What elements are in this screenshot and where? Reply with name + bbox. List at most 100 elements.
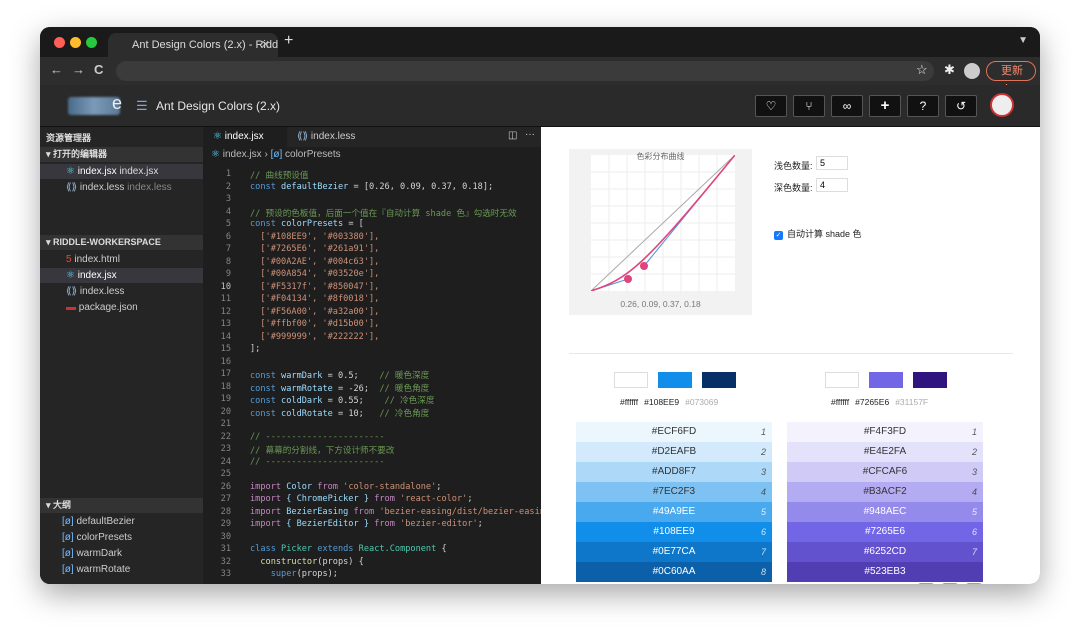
code-token: ['#999999', '#222222'], [250, 331, 380, 342]
code-token: (props); [296, 569, 338, 579]
color-swatch[interactable] [614, 372, 648, 388]
file-item[interactable]: ⚛ index.jsx [40, 268, 203, 283]
resize-icon[interactable]: ↔ [1011, 583, 1021, 584]
light-count-input[interactable] [816, 156, 848, 170]
outline-item[interactable]: [ø] warmDark [62, 548, 123, 559]
fork-button[interactable]: ⑂ [793, 95, 825, 117]
page-title: Ant Design Colors (2.x) [156, 99, 281, 113]
dark-count-input[interactable] [816, 178, 848, 192]
workspace-section[interactable]: ▾ RIDDLE-WORKERSPACE [40, 235, 203, 250]
close-button[interactable]: ✕ [941, 583, 959, 584]
forward-icon[interactable]: → [72, 62, 85, 77]
outline-item[interactable]: [ø] colorPresets [62, 532, 133, 543]
palette-cell[interactable]: #0E77CA 7 [576, 542, 772, 562]
user-avatar[interactable] [990, 93, 1014, 117]
file-item[interactable]: 5 index.html [66, 254, 120, 265]
palette-cell[interactable]: #ECF6FD 1 [576, 422, 772, 442]
code-area[interactable]: 1 // 曲线预设值 2 const defaultBezier = [0.26, 0… [203, 167, 541, 584]
color-swatch[interactable] [702, 372, 736, 388]
code-token: 'bezier-easing/dist/bezier-easin [379, 506, 541, 517]
menu-icon[interactable]: ☰ [136, 98, 148, 113]
open-editor-item[interactable]: ⟪⟫ index.less index.less [66, 182, 172, 193]
plus-icon: + [880, 97, 890, 114]
riddle-logo[interactable] [68, 97, 120, 115]
update-button[interactable]: 更新 ⋮ [986, 61, 1036, 95]
curve-canvas[interactable] [590, 154, 736, 292]
bookmark-star-icon[interactable]: ☆ [916, 62, 928, 77]
color-swatch[interactable] [825, 372, 859, 388]
auto-shade-checkbox[interactable]: ✓ 自动计算 shade 色 [774, 229, 862, 240]
palette-cell[interactable]: #ADD8F7 3 [576, 462, 772, 482]
code-token: import [250, 506, 287, 517]
open-editor-item[interactable]: ⚛ index.jsx index.jsx [40, 164, 203, 179]
palette-cell[interactable]: #D2EAFB 2 [576, 442, 772, 462]
code-line: import Color from 'color-standalone'; [250, 482, 441, 492]
outline-item[interactable]: [ø] warmRotate [62, 564, 131, 575]
browser-tab[interactable]: Ant Design Colors (2.x) - Riddl… ✕ [108, 33, 278, 57]
history-button[interactable]: ↺ [945, 95, 977, 117]
code-token: ['#F56A00', '#a32a00'], [250, 306, 380, 317]
palette-cell[interactable]: #0C60AA 8 [576, 562, 772, 582]
new-tab-icon[interactable]: + [284, 32, 294, 49]
control-point-2[interactable] [640, 262, 648, 270]
app-header: e ☰ Ant Design Colors (2.x) ♡ ⑂ ∞ + ? ↺ [40, 85, 1040, 127]
tab-menu-icon[interactable]: ▼ [1018, 35, 1028, 46]
like-button[interactable]: ♡ [755, 95, 787, 117]
file-item[interactable]: ▬ package.json [66, 302, 138, 313]
palette-cell[interactable]: #B3ACF2 4 [787, 482, 983, 502]
color-swatch[interactable] [658, 372, 692, 388]
palette-cell[interactable]: #523EB3 [787, 562, 983, 582]
reload-icon[interactable]: C [94, 62, 104, 77]
palette-cell[interactable]: #CFCAF6 3 [787, 462, 983, 482]
palette-cell[interactable]: #49A9EE 5 [576, 502, 772, 522]
zoom-window-button[interactable] [86, 37, 97, 48]
bezier-editor[interactable]: 色彩分布曲线 0.26, 0.09, 0.37, 0.18 [569, 149, 752, 315]
address-input[interactable] [116, 61, 934, 81]
palette-index: 2 [971, 447, 977, 457]
help-button[interactable]: ? [907, 95, 939, 117]
more-actions-icon[interactable]: ··· [525, 129, 535, 140]
breadcrumb-file[interactable]: index.jsx [222, 149, 262, 160]
refresh-button[interactable]: ⟳ [965, 583, 983, 584]
palette-cell[interactable]: #948AEC 5 [787, 502, 983, 522]
palette-cell[interactable]: #108EE9 6 [576, 522, 772, 542]
color-swatch[interactable] [869, 372, 903, 388]
line-number: 20 [220, 406, 231, 417]
new-button[interactable]: + [869, 95, 901, 117]
palette-cell[interactable]: #7EC2F3 4 [576, 482, 772, 502]
close-tab-icon[interactable]: ✕ [260, 39, 270, 51]
line-number: 31 [220, 544, 231, 554]
code-token: = [ [343, 219, 364, 229]
qrcode-icon[interactable]: ▦ [989, 583, 998, 584]
color-swatch[interactable] [913, 372, 947, 388]
back-icon[interactable]: ← [50, 62, 63, 77]
profile-avatar[interactable] [964, 63, 980, 79]
minimize-window-button[interactable] [70, 37, 81, 48]
send-button[interactable]: ➤ [917, 583, 935, 584]
control-point-1[interactable] [624, 275, 632, 283]
palette-index: 8 [760, 567, 766, 577]
extensions-icon[interactable]: ✱ [944, 62, 955, 77]
code-token: ['#F5317f', '#850047'], [250, 281, 380, 292]
split-editor-icon[interactable]: ◫ [508, 130, 518, 141]
palette-cell[interactable]: #E4E2FA 2 [787, 442, 983, 462]
code-token: 'color-standalone' [343, 481, 437, 492]
swatch-labels: #ffffff #108EE9 #073069 [620, 397, 724, 407]
share-link-button[interactable]: ∞ [831, 95, 863, 117]
tab-index-jsx[interactable]: ⚛ index.jsx [203, 127, 287, 147]
outline-section[interactable]: ▾ 大纲 [40, 498, 203, 513]
code-token: // ----------------------- [250, 431, 385, 442]
file-item[interactable]: ⟪⟫ index.less [66, 286, 125, 297]
code-token: defaultBezier [281, 181, 349, 192]
breadcrumb-symbol[interactable]: colorPresets [285, 149, 341, 160]
palette-cell[interactable]: #F4F3FD 1 [787, 422, 983, 442]
close-window-button[interactable] [54, 37, 65, 48]
palette-cell[interactable]: #6252CD 7 [787, 542, 983, 562]
outline-item[interactable]: [ø] defaultBezier [62, 516, 135, 527]
open-editors-section[interactable]: ▾ 打开的编辑器 [40, 147, 203, 162]
line-number: 11 [220, 294, 231, 304]
code-token: const [250, 396, 282, 406]
tab-index-less[interactable]: ⟪⟫ index.less [297, 131, 356, 142]
dark-count-field: 深色数量: [774, 178, 848, 194]
palette-cell[interactable]: #7265E6 6 [787, 522, 983, 542]
